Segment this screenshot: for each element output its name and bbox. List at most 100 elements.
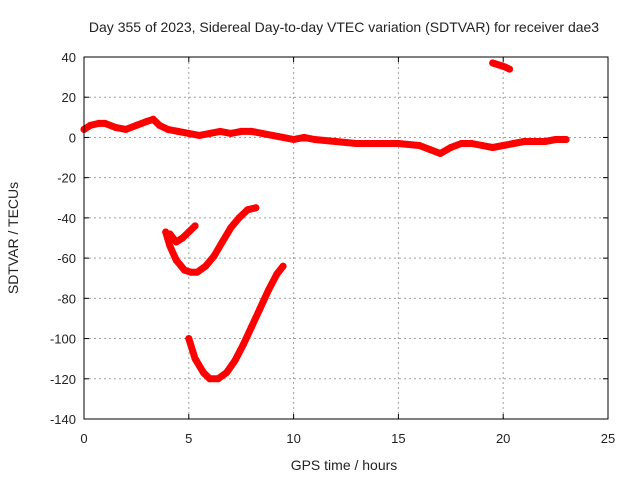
chart-title: Day 355 of 2023, Sidereal Day-to-day VTE… bbox=[89, 19, 599, 35]
data-point bbox=[122, 125, 130, 133]
data-point bbox=[300, 133, 308, 141]
data-point bbox=[239, 341, 247, 349]
series-main-band bbox=[80, 115, 570, 157]
data-point bbox=[415, 142, 423, 149]
series-arc-b bbox=[166, 222, 199, 246]
y-tick-label: -120 bbox=[50, 372, 76, 387]
x-tick-label: 5 bbox=[185, 431, 192, 446]
x-tick-label: 15 bbox=[391, 431, 405, 446]
data-point bbox=[191, 355, 199, 363]
data-point bbox=[252, 204, 260, 212]
data-point bbox=[510, 140, 518, 147]
series-short-top bbox=[489, 59, 513, 73]
data-point bbox=[506, 65, 513, 73]
data-point bbox=[227, 129, 235, 137]
x-tick-label: 20 bbox=[496, 431, 510, 446]
data-point bbox=[279, 133, 287, 141]
data-point bbox=[174, 127, 182, 135]
data-point bbox=[531, 138, 539, 145]
data-point bbox=[311, 136, 319, 143]
data-point bbox=[273, 270, 281, 278]
data-point bbox=[436, 150, 444, 157]
data-point bbox=[187, 268, 195, 276]
data-point bbox=[95, 119, 103, 127]
data-point bbox=[185, 335, 193, 343]
series-arc-a bbox=[162, 204, 260, 276]
data-point bbox=[237, 127, 245, 135]
data-point bbox=[111, 123, 119, 131]
data-point bbox=[179, 234, 186, 242]
data-point bbox=[218, 238, 226, 246]
series-arc-c bbox=[185, 262, 287, 383]
data-point bbox=[426, 146, 434, 153]
data-point bbox=[191, 222, 199, 230]
data-point bbox=[206, 129, 214, 137]
y-tick-label: 0 bbox=[69, 130, 76, 145]
data-point bbox=[132, 121, 140, 129]
data-point bbox=[258, 129, 266, 137]
data-point bbox=[457, 140, 465, 147]
data-point bbox=[248, 127, 256, 135]
plot-frame bbox=[83, 56, 609, 420]
data-point bbox=[373, 140, 381, 147]
data-point bbox=[172, 238, 180, 246]
grid bbox=[84, 57, 608, 419]
data-point bbox=[256, 304, 264, 312]
data-point bbox=[156, 121, 163, 129]
data-point bbox=[181, 266, 189, 274]
data-point bbox=[185, 129, 193, 137]
x-tick-label: 0 bbox=[80, 431, 87, 446]
data-point bbox=[227, 224, 235, 232]
data-point bbox=[499, 142, 507, 149]
y-tick-label: -80 bbox=[57, 291, 76, 306]
data-point bbox=[193, 268, 201, 276]
data-point bbox=[143, 117, 151, 125]
y-tick-label: -20 bbox=[57, 171, 76, 186]
data-point bbox=[172, 256, 180, 264]
data-point bbox=[149, 115, 157, 123]
data-point bbox=[541, 138, 549, 145]
data-point bbox=[353, 140, 360, 147]
data-point bbox=[332, 138, 339, 145]
data-point bbox=[164, 125, 172, 133]
data-point bbox=[394, 140, 402, 147]
data-point bbox=[248, 323, 256, 330]
data-point bbox=[468, 140, 476, 147]
x-axis-label: GPS time / hours bbox=[291, 457, 398, 473]
data-point bbox=[223, 369, 230, 377]
y-axis-label: SDTVAR / TECUs bbox=[5, 182, 21, 294]
data-point bbox=[86, 121, 94, 129]
data-point bbox=[489, 59, 497, 67]
y-tick-label: 20 bbox=[62, 90, 76, 105]
x-tick-label: 25 bbox=[601, 431, 615, 446]
data-point bbox=[206, 375, 214, 383]
data-point bbox=[489, 144, 497, 151]
data-point bbox=[279, 262, 287, 270]
data-point bbox=[495, 61, 503, 69]
y-tick-label: -60 bbox=[57, 251, 76, 266]
data-point bbox=[214, 375, 222, 383]
data-point bbox=[231, 357, 239, 365]
data-point bbox=[210, 252, 218, 260]
data-point bbox=[235, 214, 243, 222]
data-point bbox=[244, 206, 251, 214]
series-layer bbox=[80, 59, 570, 383]
data-point bbox=[166, 230, 174, 238]
y-tick-label: -40 bbox=[57, 211, 76, 226]
data-point bbox=[562, 136, 570, 143]
data-point bbox=[269, 131, 277, 139]
tick-labels: 0 5 10 15 20 25 -140 -120 -100 -80 -60 -40 -20 0 20 40 bbox=[50, 50, 615, 446]
data-point bbox=[264, 286, 272, 294]
data-point bbox=[101, 119, 109, 127]
data-point bbox=[290, 136, 298, 143]
data-point bbox=[478, 142, 486, 149]
data-point bbox=[447, 144, 455, 151]
y-tick-label: -140 bbox=[50, 412, 76, 427]
x-tick-label: 10 bbox=[286, 431, 300, 446]
data-point bbox=[166, 242, 174, 250]
data-point bbox=[202, 262, 210, 270]
y-tick-label: -100 bbox=[50, 332, 76, 347]
data-point bbox=[216, 127, 224, 135]
data-point bbox=[552, 136, 560, 143]
